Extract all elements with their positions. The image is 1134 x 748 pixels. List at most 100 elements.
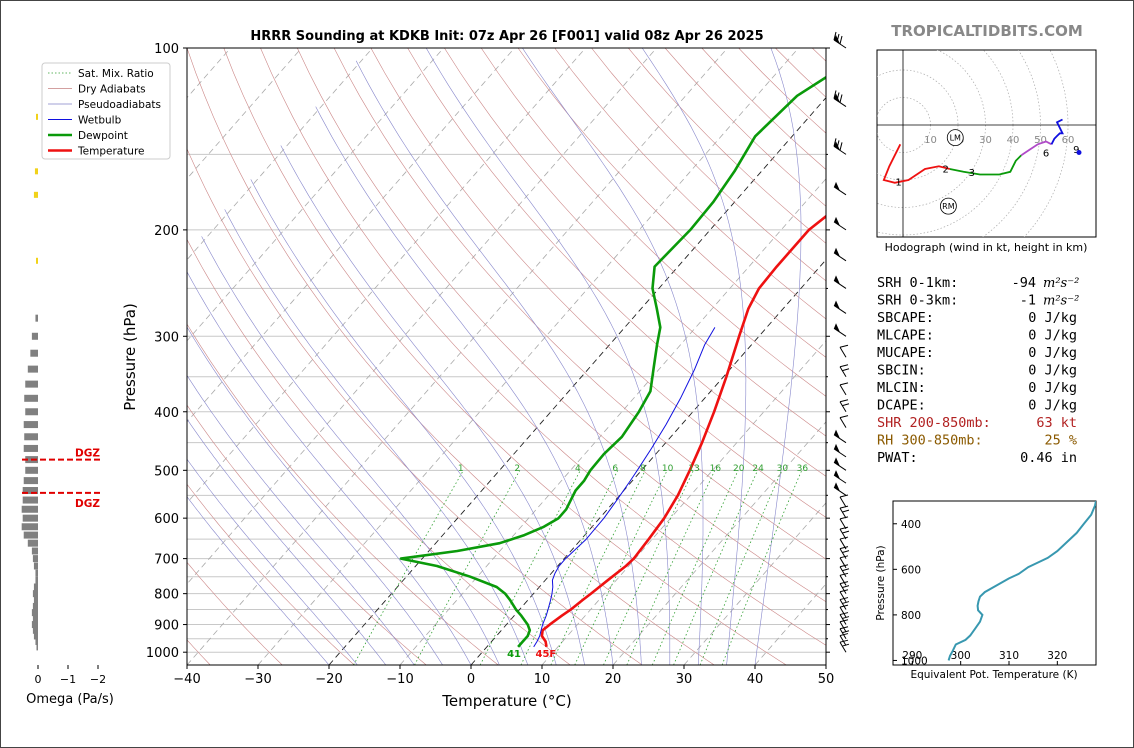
wind-barb (839, 555, 849, 569)
theta-e-plot-area (892, 500, 1097, 666)
y-axis-label: Pressure (hPa) (121, 303, 139, 411)
dry-adiabat (333, 48, 826, 560)
wind-barb (839, 626, 850, 639)
dry-adiabat (187, 323, 499, 665)
omega-bar (33, 191, 38, 198)
dry-adiabat (370, 48, 826, 518)
wind-barb (833, 429, 847, 444)
theta-e-x-tick: 300 (951, 650, 971, 662)
index-label: MUCAPE: (877, 345, 934, 361)
hodograph-plot-area (876, 49, 1097, 238)
y-tick-label: 800 (154, 588, 179, 603)
index-value: -1 (1020, 293, 1036, 309)
mixing-ratio-line (479, 470, 581, 665)
legend-entry: Pseudoadiabats (78, 99, 161, 111)
y-tick-label: 700 (154, 553, 179, 568)
moist-adiabat (224, 209, 529, 665)
y-tick-label: 300 (154, 330, 179, 345)
hodograph-height-label: 3 (969, 168, 975, 179)
omega-bar (23, 531, 38, 539)
isotherm (754, 583, 826, 665)
omega-bar (36, 113, 38, 120)
mixing-ratio-line (520, 470, 619, 665)
mixing-ratio-line (414, 470, 521, 665)
omega-bar (32, 590, 38, 598)
wind-barb (839, 581, 850, 594)
skewt-background-lines (187, 48, 826, 665)
omega-bar (24, 433, 38, 441)
omega-bar (32, 626, 38, 634)
legend-entry: Wetbulb (78, 115, 122, 127)
moist-adiabat (522, 48, 704, 665)
wind-barb (839, 589, 849, 602)
hodograph: 10203040506012369LMRM (877, 50, 1096, 237)
omega-tick-label: −2 (90, 673, 106, 686)
wind-barb (839, 364, 850, 377)
dgz-label: DGZ (75, 448, 100, 460)
dry-adiabat (554, 48, 826, 320)
index-value: 0 J/kg (1028, 363, 1077, 379)
wind-barb (839, 494, 849, 508)
dry-adiabat (260, 48, 826, 646)
dry-adiabat (223, 48, 787, 665)
wind-barb (839, 399, 850, 413)
omega-bar (35, 314, 38, 322)
wind-barb (833, 443, 847, 458)
x-tick-label: −10 (386, 672, 413, 687)
moist-adiabat (201, 236, 500, 665)
omega-bar (23, 444, 38, 452)
y-tick-label: 500 (154, 464, 179, 479)
indices-table: SRH 0-1km: -94 m²s⁻² SRH 0-3km: -1 m²s⁻² SBCAP… (877, 275, 1079, 466)
dry-adiabat (407, 48, 826, 477)
wind-barb (839, 344, 849, 358)
theta-e-x-tick: 310 (999, 650, 1019, 662)
storm-motion-label: LM (950, 134, 961, 143)
y-tick-label: 900 (154, 619, 179, 634)
wind-barb (839, 516, 849, 530)
theta-e-y-tick: 800 (901, 610, 921, 622)
y-tick-label: 400 (154, 406, 179, 421)
wind-barb (833, 457, 847, 471)
omega-bar (33, 583, 38, 591)
isotherm (187, 48, 657, 585)
storm-motion-marker (939, 197, 957, 215)
hodograph-ring-label: 30 (979, 135, 992, 146)
x-tick-label: −30 (244, 672, 271, 687)
moist-adiabat (425, 48, 671, 665)
mixing-ratio-label: 1 (458, 464, 464, 474)
omega-bar (32, 615, 38, 623)
wind-barb (839, 639, 850, 653)
x-tick-label: 20 (605, 672, 622, 687)
index-label: RH 300-850mb: (877, 433, 983, 449)
isotherm (470, 259, 826, 665)
omega-bar (22, 487, 38, 495)
storm-motion-label: RM (942, 202, 955, 211)
omega-tick-label: 0 (35, 673, 42, 686)
omega-bar (31, 609, 38, 617)
legend-entry: Temperature (77, 146, 145, 158)
mixing-ratio-label: 30 (777, 464, 789, 474)
watermark: TROPICALTIDBITS.COM (891, 22, 1083, 40)
mixing-ratio-line (651, 470, 739, 665)
legend-entry: Dewpoint (78, 130, 128, 142)
hodograph-segment (882, 143, 951, 184)
omega-bar (35, 637, 38, 645)
wind-barb (833, 181, 847, 196)
index-value: 0 J/kg (1028, 328, 1077, 344)
dry-adiabat (187, 483, 355, 665)
hodograph-height-label: 1 (895, 178, 901, 189)
index-label: MLCAPE: (877, 328, 934, 344)
x-axis-label: Temperature (°C) (441, 692, 571, 710)
x-tick-label: 30 (676, 672, 693, 687)
moist-adiabat (187, 374, 415, 665)
omega-bar (32, 602, 38, 610)
theta-e-y-tick: 600 (901, 564, 921, 576)
moist-adiabat (250, 179, 557, 665)
y-tick-label: 600 (154, 512, 179, 527)
legend-entry: Dry Adiabats (78, 84, 146, 96)
index-label: SBCIN: (877, 363, 926, 379)
index-value: 0 J/kg (1028, 345, 1077, 361)
omega-bar (33, 562, 38, 570)
surface-temperature-label: 45F (535, 649, 556, 660)
